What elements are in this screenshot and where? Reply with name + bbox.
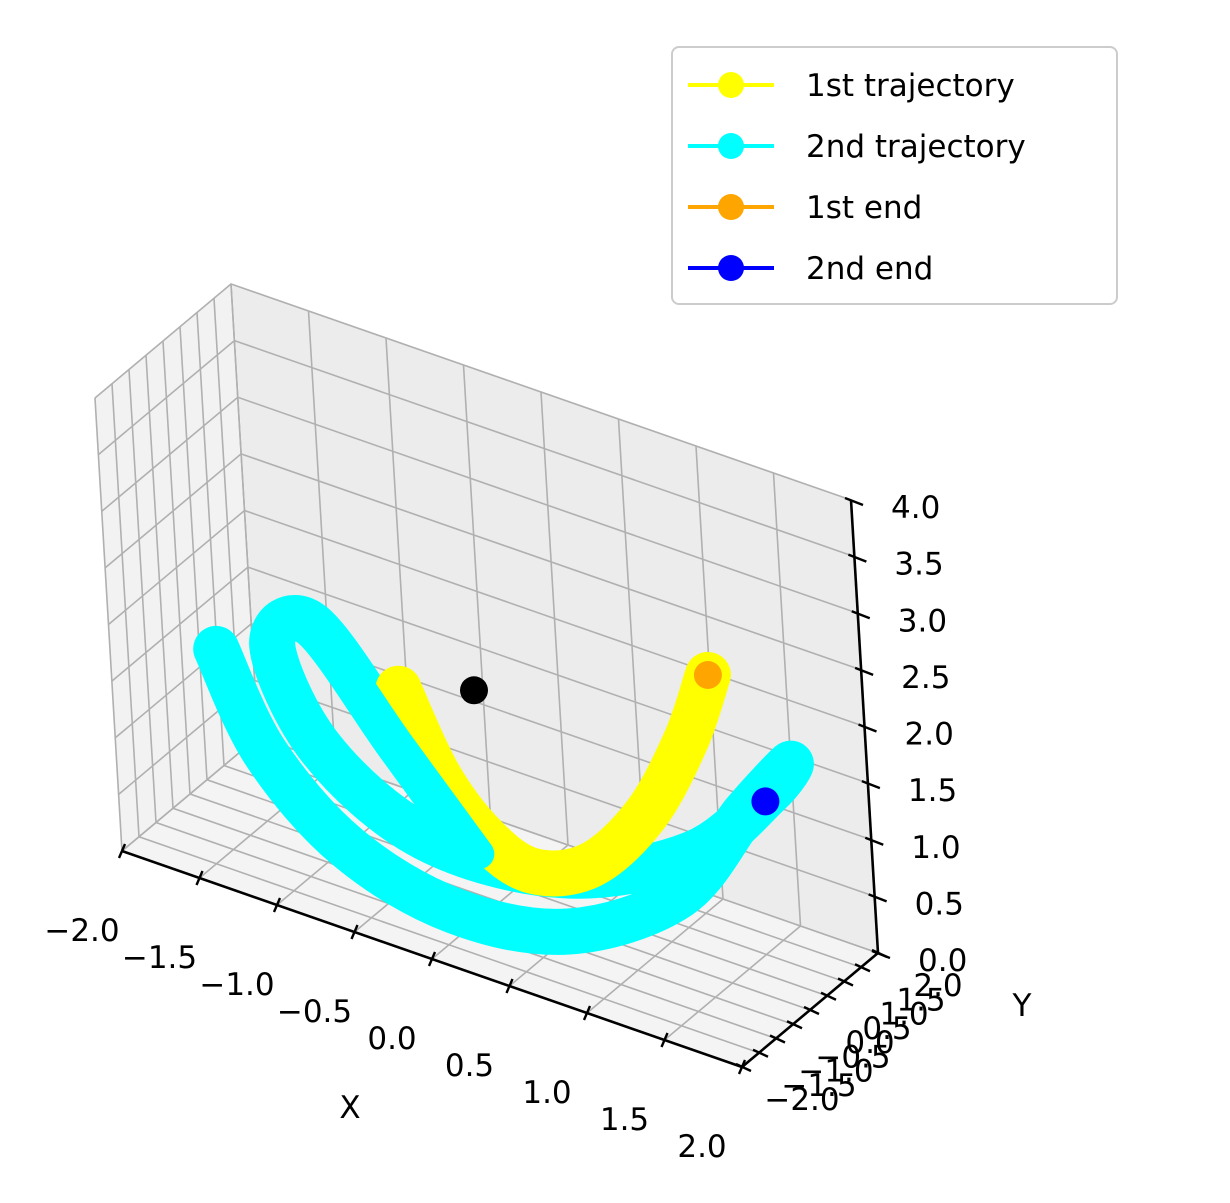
legend-item-2nd-end: 2nd end — [688, 251, 933, 287]
x-tick — [195, 870, 204, 886]
series-point-2nd-trajectory — [671, 831, 716, 876]
y-tick-label: 1.5 — [896, 982, 945, 1018]
z-tick — [868, 893, 888, 903]
series-point-2nd-trajectory — [243, 730, 288, 775]
y-tick-label: −2.0 — [764, 1082, 839, 1118]
z-tick-label: 0.5 — [915, 886, 964, 922]
series-point-2nd-trajectory — [657, 873, 702, 918]
y-axis-label: Y — [1012, 988, 1032, 1024]
series-point-2nd-trajectory — [299, 727, 344, 771]
legend-frame — [671, 46, 1118, 305]
x-tick-label: −0.5 — [277, 994, 352, 1030]
axes-ticks: −2.0−1.5−1.0−0.50.00.51.01.52.0−2.0−1.5−… — [44, 490, 967, 1165]
z-gridline — [94, 283, 852, 501]
legend-label-2nd-end: 2nd end — [806, 251, 933, 287]
series-point-2nd-trajectory — [325, 825, 370, 870]
marker-center-point — [460, 676, 488, 705]
y-tick — [752, 1048, 769, 1058]
x-tick-label: 1.0 — [522, 1075, 571, 1111]
z-gridline — [101, 396, 859, 615]
series-point-2nd-trajectory — [194, 626, 239, 671]
legend-marker-1st-end — [718, 194, 744, 220]
series-point-1st-trajectory — [568, 843, 613, 887]
legend-label-1st-trajectory: 1st trajectory — [806, 68, 1015, 104]
series-line-2nd-trajectory-front — [257, 605, 495, 869]
x-tick-label: −1.5 — [122, 940, 197, 976]
z-gridline — [118, 679, 875, 898]
legend-marker-2nd-trajectory — [718, 133, 744, 159]
z-tick-label: 3.0 — [898, 603, 947, 639]
series-point-1st-trajectory — [510, 848, 555, 893]
z-tick — [844, 496, 864, 507]
y-tick — [854, 963, 871, 973]
y-tick — [820, 991, 837, 1001]
y-tick-label: 0.0 — [845, 1025, 894, 1061]
z-tick — [854, 666, 874, 676]
y-tick — [769, 1034, 786, 1044]
legend-item-1st-trajectory: 1st trajectory — [688, 68, 1015, 104]
y-tick — [803, 1005, 820, 1016]
y-tick-label: −1.0 — [798, 1054, 873, 1090]
z-tick — [858, 723, 877, 733]
z-tick — [861, 780, 881, 790]
y-tick — [735, 1062, 752, 1073]
x-tick — [350, 924, 359, 940]
x-tick — [117, 843, 127, 859]
data-markers — [460, 661, 780, 816]
z-gridline — [97, 339, 855, 558]
x-tick-label: −2.0 — [44, 913, 119, 949]
z-gridline — [111, 566, 869, 784]
legend: 1st trajectory 2nd trajectory 1st end 2n… — [671, 46, 1118, 305]
marker-1st-end — [693, 661, 722, 689]
series-point-2nd-trajectory — [432, 888, 477, 933]
y-tick-label: −1.5 — [781, 1068, 856, 1104]
z-gridline — [104, 452, 862, 671]
z-tick — [871, 949, 891, 960]
x-tick-label: −1.0 — [199, 967, 274, 1003]
legend-item-1st-end: 1st end — [688, 190, 922, 226]
z-tick-label: 1.5 — [908, 773, 957, 809]
x-tick — [272, 897, 282, 913]
marker-2nd-end — [751, 787, 780, 816]
legend-marker-2nd-end — [718, 255, 744, 281]
y-tick — [786, 1020, 803, 1030]
y-tick-label: −0.5 — [815, 1039, 890, 1075]
legend-item-2nd-trajectory: 2nd trajectory — [688, 129, 1026, 165]
z-tick-label: 4.0 — [891, 490, 940, 526]
z-tick — [864, 836, 884, 846]
x-tick-label: 0.0 — [367, 1021, 416, 1057]
legend-label-1st-end: 1st end — [806, 190, 922, 226]
z-tick — [847, 553, 867, 563]
z-tick — [851, 610, 871, 620]
x-tick-label: 1.5 — [600, 1102, 649, 1138]
x-axis-label: X — [339, 1090, 360, 1126]
z-gridline — [107, 509, 865, 728]
y-tick — [837, 977, 854, 987]
x-tick — [427, 951, 437, 967]
x-tick — [582, 1005, 592, 1021]
series-point-1st-trajectory — [663, 718, 708, 763]
z-tick-label: 2.0 — [905, 717, 954, 753]
x-tick-label: 2.0 — [677, 1129, 726, 1165]
z-tick-label: 1.0 — [911, 830, 960, 866]
series-point-2nd-trajectory — [546, 909, 591, 954]
legend-marker-1st-trajectory — [718, 72, 744, 98]
x-tick — [660, 1032, 669, 1048]
y-tick-label: 2.0 — [913, 968, 962, 1004]
series-point-1st-trajectory — [623, 792, 668, 837]
y-tick-label: 1.0 — [879, 997, 928, 1033]
legend-label-2nd-trajectory: 2nd trajectory — [806, 129, 1026, 165]
series-point-1st-trajectory — [376, 666, 421, 711]
z-tick-label: 3.5 — [894, 547, 943, 583]
y-tick-label: 0.5 — [862, 1011, 911, 1047]
series-point-2nd-trajectory — [403, 815, 448, 860]
z-tick-label: 0.0 — [918, 943, 967, 979]
x-tick-label: 0.5 — [445, 1048, 494, 1084]
z-tick-label: 2.5 — [901, 660, 950, 696]
x-tick — [505, 978, 514, 994]
